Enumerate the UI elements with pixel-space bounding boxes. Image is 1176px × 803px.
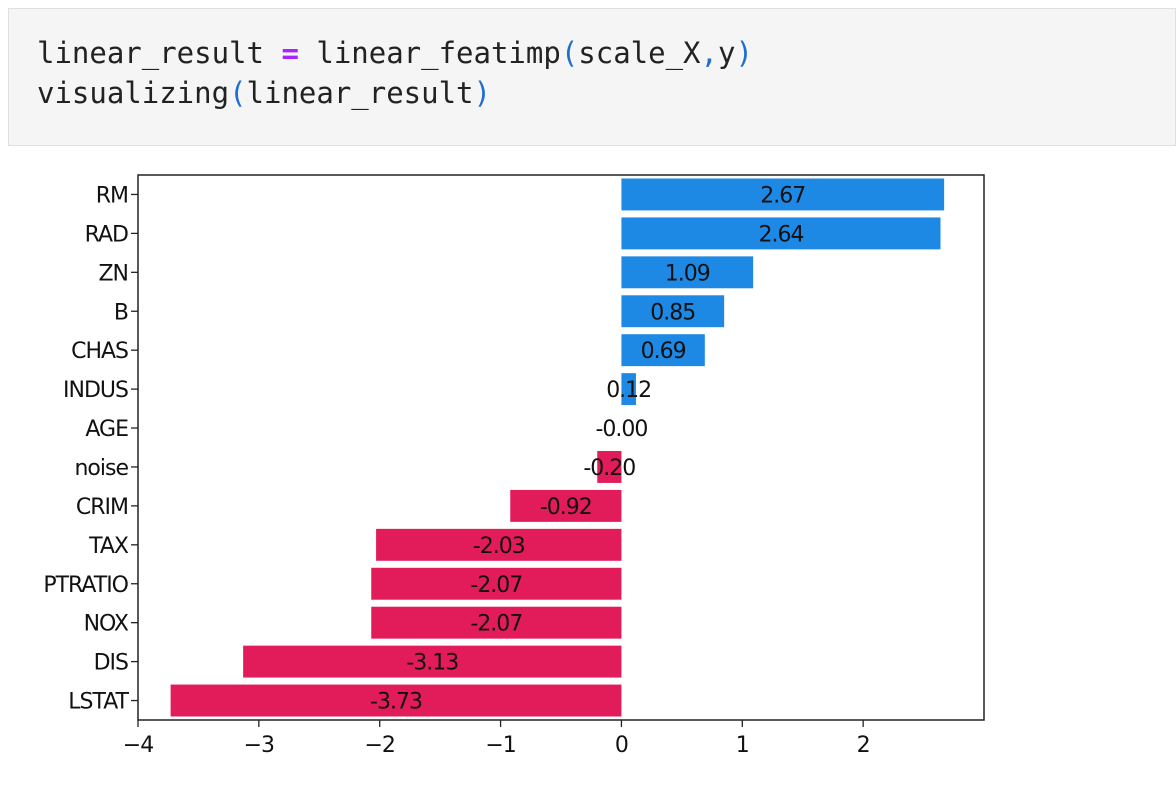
y-tick-labels: RM RAD ZN B CHAS INDUS AGE noise CRIM TAX PTRATIO N… — [43, 183, 138, 715]
value-label: -0.20 — [583, 456, 635, 481]
code-function-name: linear_featimp — [316, 36, 561, 70]
y-tick-label: TAX — [88, 534, 129, 559]
x-tick-label: 0 — [615, 733, 628, 758]
x-tick-label: 1 — [736, 733, 749, 758]
y-tick-label: INDUS — [63, 378, 128, 403]
value-label: -0.92 — [540, 495, 592, 520]
value-label: 1.09 — [665, 261, 710, 286]
bar-crim — [510, 489, 622, 522]
bar-indus — [621, 373, 636, 406]
y-tick-label: CHAS — [71, 339, 128, 364]
code-arg-2: y — [717, 36, 736, 70]
axes-frame — [137, 174, 985, 721]
bar-b — [621, 295, 725, 328]
bar-noise — [597, 451, 622, 483]
y-tick-label: NOX — [84, 612, 129, 637]
y-tick-label: AGE — [85, 417, 128, 442]
bar-dis — [243, 645, 622, 678]
x-ticks: −4 −3 −2 −1 0 1 2 — [123, 720, 871, 758]
y-tick-label: B — [114, 300, 128, 325]
value-label: 2.67 — [760, 183, 805, 208]
bar-chas — [621, 334, 705, 367]
y-tick-label: PTRATIO — [43, 573, 128, 598]
value-label: -2.03 — [473, 534, 525, 559]
code-close-paren-2: ) — [473, 76, 491, 110]
code-open-paren-2: ( — [229, 76, 247, 110]
y-tick-label: noise — [74, 456, 128, 481]
code-line-2[interactable]: visualizing(linear_result) — [37, 73, 491, 113]
y-tick-label: RAD — [85, 222, 128, 247]
y-tick-label: CRIM — [76, 495, 128, 520]
code-cell[interactable]: linear_result = linear_featimp(scale_X,y… — [8, 8, 1176, 146]
value-labels: 2.672.641.090.850.690.12-0.00-0.20-0.92-… — [370, 183, 806, 715]
value-label: 0.85 — [650, 300, 695, 325]
code-arg: scale_X — [578, 36, 701, 70]
value-label: -3.13 — [406, 651, 458, 676]
code-comma: , — [700, 36, 718, 70]
value-label: -3.73 — [370, 690, 422, 715]
code-line-1[interactable]: linear_result = linear_featimp(scale_X,y… — [37, 33, 753, 73]
bar-zn — [621, 256, 754, 289]
code-assign-operator: = — [263, 36, 317, 70]
value-label: -2.07 — [470, 573, 522, 598]
bar-ptratio — [371, 567, 622, 600]
code-close-paren: ) — [735, 36, 753, 70]
y-tick-label: ZN — [98, 261, 128, 286]
value-label: 0.12 — [606, 378, 651, 403]
y-tick-label: DIS — [94, 651, 128, 676]
bar-tax — [376, 528, 622, 561]
value-label: 0.69 — [641, 339, 686, 364]
y-tick-label: RM — [96, 183, 128, 208]
value-label: -2.07 — [470, 612, 522, 637]
bar-nox — [371, 606, 622, 639]
code-function-name-2: visualizing — [37, 76, 230, 110]
code-open-paren: ( — [560, 36, 579, 70]
x-tick-label: 2 — [857, 733, 870, 758]
bar-rad — [621, 217, 941, 250]
x-tick-label: −2 — [364, 733, 394, 758]
x-tick-label: −1 — [485, 733, 515, 758]
code-arg-3: linear_result — [246, 76, 474, 110]
bar-lstat — [170, 684, 622, 717]
bar-rm — [621, 178, 945, 211]
y-tick-label: LSTAT — [68, 690, 129, 715]
bars-group — [170, 178, 945, 717]
x-tick-label: −3 — [244, 733, 274, 758]
code-lhs: linear_result — [37, 36, 264, 70]
feature-importance-chart: RM RAD ZN B CHAS INDUS AGE noise CRIM TAX PTRATIO N… — [43, 174, 985, 758]
x-tick-label: −4 — [123, 733, 153, 758]
value-label: -0.00 — [595, 417, 647, 442]
value-label: 2.64 — [758, 222, 803, 247]
